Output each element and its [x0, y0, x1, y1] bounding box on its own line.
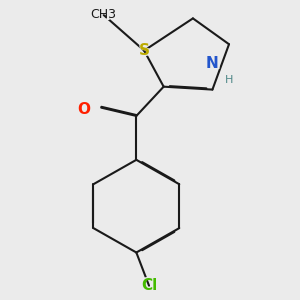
Text: N: N	[204, 54, 220, 73]
Text: S: S	[137, 41, 151, 60]
Text: S: S	[139, 43, 150, 58]
Text: H: H	[223, 72, 236, 87]
Text: Cl: Cl	[141, 278, 157, 293]
Text: N: N	[206, 56, 219, 71]
Text: Cl: Cl	[139, 276, 160, 295]
Text: CH3: CH3	[85, 6, 122, 24]
Text: O: O	[78, 102, 91, 117]
Text: H: H	[225, 75, 233, 85]
Text: O: O	[76, 100, 92, 118]
Text: CH3: CH3	[91, 8, 117, 22]
